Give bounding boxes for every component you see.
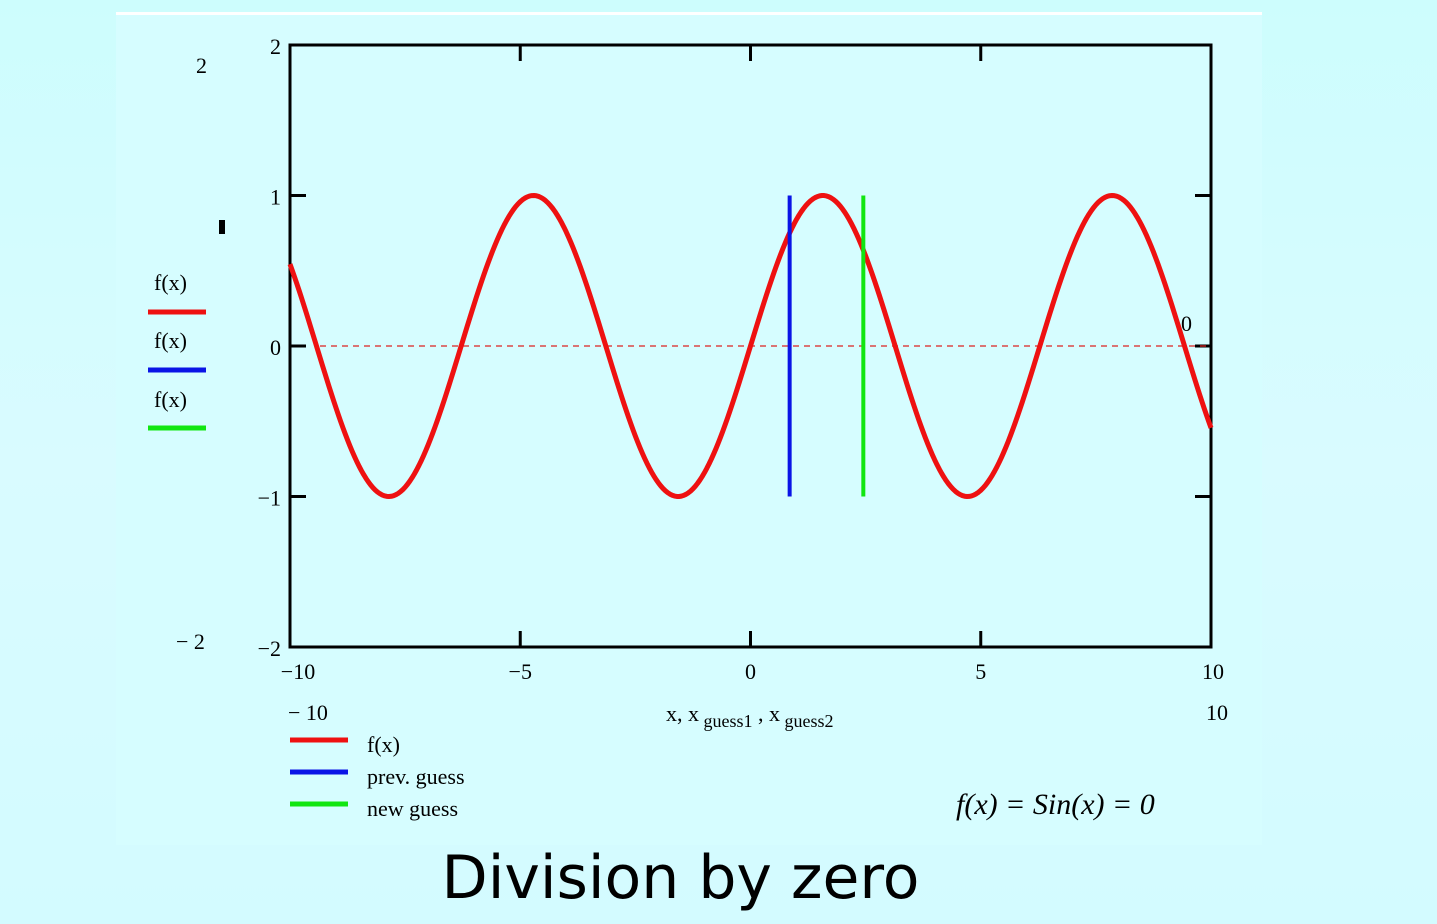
function-equation: f(x) = Sin(x) = 0 <box>956 788 1155 821</box>
x-tick-label-0: −10 <box>281 659 315 684</box>
outer-x-max-label: 10 <box>1206 700 1228 725</box>
right-zero-label: 0 <box>1181 311 1192 336</box>
slide-title: Division by zero <box>0 843 1437 913</box>
y-axis-legend: f(x) f(x) f(x) <box>148 270 206 431</box>
outer-y-max-label: 2 <box>196 53 207 78</box>
y-legend-label-1: f(x) <box>154 270 187 295</box>
x-tick-label-4: 10 <box>1202 659 1224 684</box>
slide-title-text: Division by zero <box>441 843 920 913</box>
cursor-mark <box>219 220 225 234</box>
x-tick-label-1: −5 <box>509 659 532 684</box>
x-axis-label: x, x guess1 , x guess2 <box>666 701 834 731</box>
series-legend: f(x) prev. guess new guess <box>290 732 465 821</box>
y-tick-label-1: −1 <box>258 486 281 511</box>
y-tick-label-4: 2 <box>270 34 281 59</box>
y-tick-label-3: 1 <box>270 185 281 210</box>
y-tick-label-0: −2 <box>258 636 281 661</box>
slide-panel <box>116 12 1262 845</box>
y-tick-label-2: 0 <box>270 335 281 360</box>
tick-marks <box>290 45 1211 647</box>
x-tick-label-3: 5 <box>975 659 986 684</box>
x-tick-label-2: 0 <box>745 659 756 684</box>
series-sin-curve <box>287 193 1214 499</box>
legend-label-fx: f(x) <box>367 732 400 757</box>
x-tick-labels: −10 −5 0 5 10 <box>281 659 1224 684</box>
y-tick-labels: −2 −1 0 1 2 <box>258 34 281 661</box>
outer-y-min-label: − 2 <box>176 629 205 654</box>
y-legend-label-2: f(x) <box>154 328 187 353</box>
legend-label-new: new guess <box>367 796 458 821</box>
y-legend-label-3: f(x) <box>154 387 187 412</box>
legend-label-prev: prev. guess <box>367 764 465 789</box>
outer-x-min-label: − 10 <box>288 700 328 725</box>
